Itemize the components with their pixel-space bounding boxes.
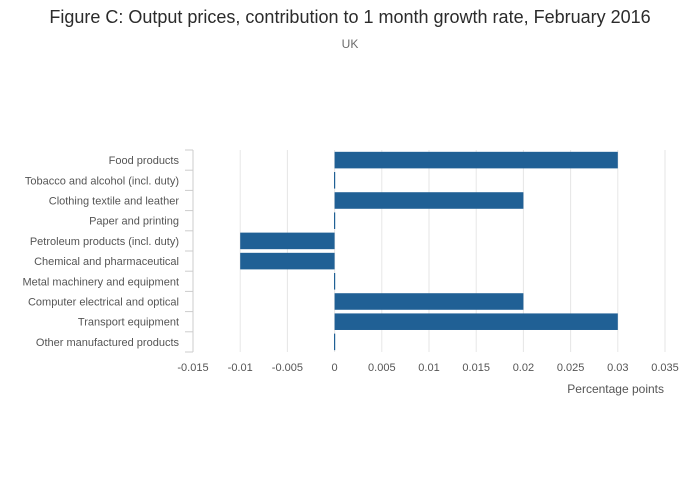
x-tick-label: 0.01 <box>418 362 439 374</box>
x-tick-label: 0 <box>332 362 338 374</box>
bar <box>334 333 336 351</box>
x-tick-label: 0.015 <box>462 362 490 374</box>
category-label: Chemical and pharmaceutical <box>34 256 179 268</box>
x-tick-label: 0.035 <box>651 362 679 374</box>
category-axis: Food products Tobacco and alcohol (incl. … <box>22 149 194 353</box>
chart-title: Figure C: Output prices, contribution to… <box>49 7 651 27</box>
x-tick-label: 0.005 <box>368 362 396 374</box>
value-axis: -0.015 -0.01 -0.005 0 0.005 0.01 0.015 0.02 0.02… <box>177 362 678 374</box>
category-label: Clothing textile and leather <box>49 196 180 208</box>
chart-subtitle: UK <box>341 37 359 51</box>
bar <box>240 252 335 270</box>
category-label: Food products <box>109 155 180 167</box>
bar <box>334 172 336 189</box>
x-tick-label: 0.02 <box>513 362 534 374</box>
bar <box>334 192 524 209</box>
bar <box>240 232 335 250</box>
x-tick-label: 0.03 <box>607 362 628 374</box>
bar <box>334 273 336 290</box>
x-axis-title: Percentage points <box>567 382 664 396</box>
bar <box>334 212 336 229</box>
category-label: Tobacco and alcohol (incl. duty) <box>25 175 179 187</box>
category-label: Computer electrical and optical <box>28 297 179 309</box>
category-label: Paper and printing <box>89 216 179 228</box>
category-label: Transport equipment <box>78 317 179 329</box>
bar <box>334 313 618 330</box>
category-label: Petroleum products (incl. duty) <box>30 236 179 248</box>
category-label: Other manufactured products <box>36 337 180 349</box>
x-tick-label: -0.015 <box>177 362 208 374</box>
bars <box>240 151 618 351</box>
bar <box>334 151 618 169</box>
x-tick-label: 0.025 <box>557 362 585 374</box>
category-label: Metal machinery and equipment <box>22 276 179 288</box>
x-tick-label: -0.005 <box>272 362 303 374</box>
x-tick-label: -0.01 <box>228 362 253 374</box>
bar <box>334 293 524 310</box>
